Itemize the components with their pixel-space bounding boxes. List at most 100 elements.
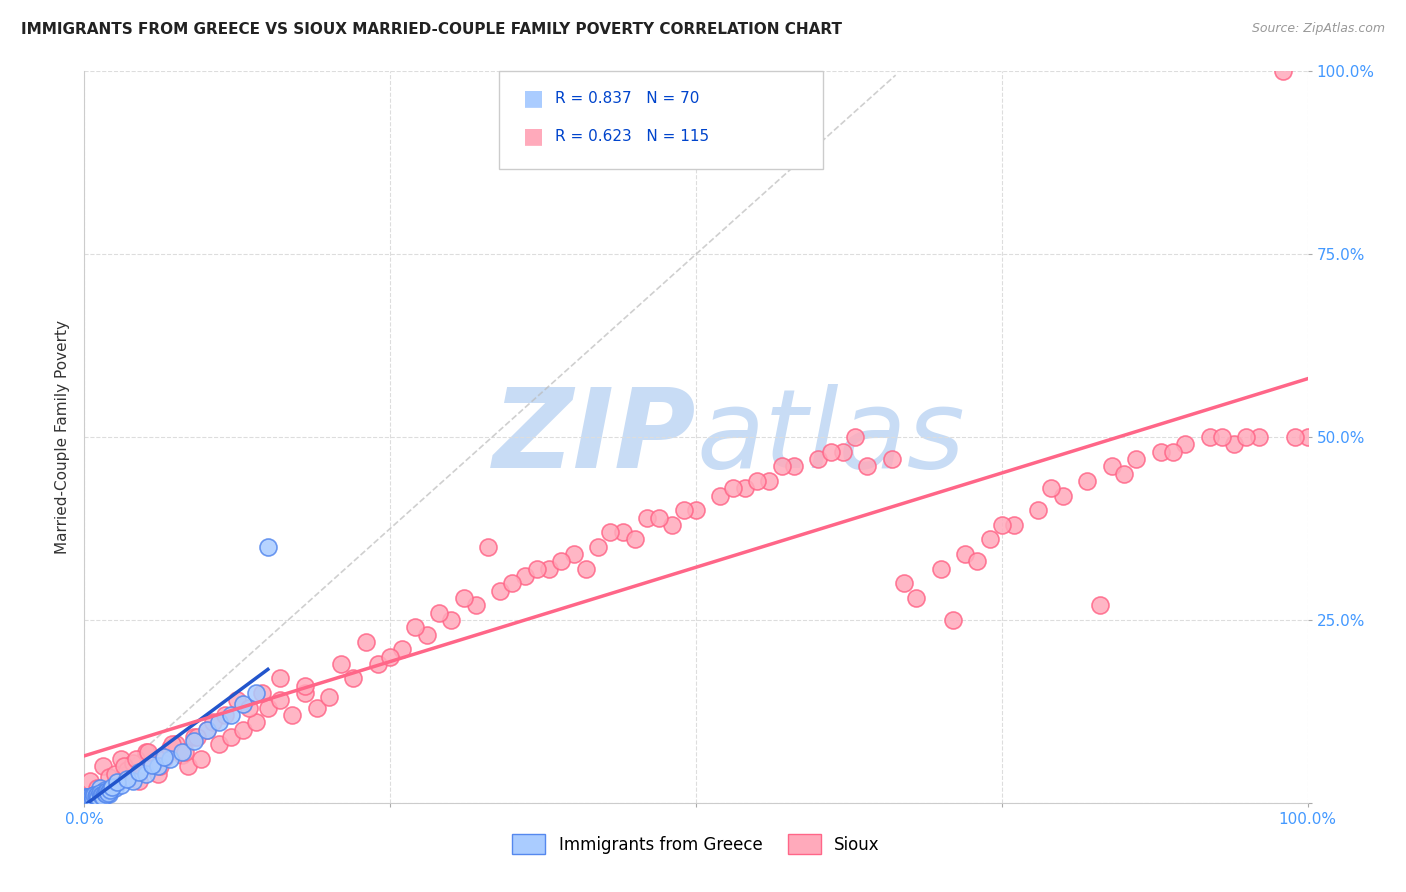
Point — [245, 715, 267, 730]
Point — [76, 792, 98, 806]
Point — [391, 642, 413, 657]
Point — [153, 752, 176, 766]
Point — [427, 606, 450, 620]
Point — [1211, 430, 1233, 444]
Point — [80, 789, 103, 804]
Point — [953, 547, 976, 561]
Point — [966, 554, 988, 568]
Point — [612, 525, 634, 540]
Point — [75, 794, 97, 808]
Point — [208, 715, 231, 730]
Point — [979, 533, 1001, 547]
Point — [624, 533, 647, 547]
Point — [183, 733, 205, 747]
Point — [269, 693, 291, 707]
Point — [195, 723, 218, 737]
Point — [87, 789, 110, 804]
Point — [232, 697, 254, 711]
Point — [513, 569, 536, 583]
Point — [75, 792, 97, 806]
Point — [75, 792, 97, 806]
Point — [942, 613, 965, 627]
Point — [135, 766, 157, 780]
Y-axis label: Married-Couple Family Poverty: Married-Couple Family Poverty — [55, 320, 70, 554]
Point — [82, 791, 104, 805]
Point — [75, 790, 97, 805]
Point — [747, 474, 769, 488]
Point — [880, 452, 903, 467]
Point — [80, 791, 103, 805]
Point — [1223, 437, 1246, 451]
Point — [758, 474, 780, 488]
Point — [101, 780, 124, 794]
Point — [636, 510, 658, 524]
Point — [94, 782, 117, 797]
Point — [208, 737, 231, 751]
Point — [87, 789, 110, 803]
Point — [440, 613, 463, 627]
Point — [1125, 452, 1147, 467]
Point — [86, 789, 108, 803]
Point — [76, 791, 98, 805]
Point — [1076, 474, 1098, 488]
Point — [330, 657, 353, 671]
Point — [416, 627, 439, 641]
Point — [122, 773, 145, 788]
Point — [77, 791, 100, 805]
Point — [1028, 503, 1050, 517]
Point — [1002, 517, 1025, 532]
Point — [91, 785, 114, 799]
Text: R = 0.837   N = 70: R = 0.837 N = 70 — [555, 91, 700, 105]
Point — [76, 790, 98, 805]
Point — [83, 788, 105, 802]
Point — [526, 562, 548, 576]
Point — [1198, 430, 1220, 444]
Point — [1052, 489, 1074, 503]
Point — [75, 791, 97, 805]
Point — [219, 730, 242, 744]
Point — [318, 690, 340, 704]
Point — [380, 649, 402, 664]
Text: ■: ■ — [523, 127, 544, 146]
Point — [75, 793, 97, 807]
Point — [115, 772, 138, 787]
Point — [226, 693, 249, 707]
Point — [89, 786, 111, 800]
Point — [112, 759, 135, 773]
Point — [86, 791, 108, 805]
Point — [83, 789, 105, 803]
Point — [110, 752, 132, 766]
Point — [238, 700, 260, 714]
Point — [599, 525, 621, 540]
Point — [538, 562, 561, 576]
Point — [305, 700, 328, 714]
Point — [162, 737, 184, 751]
Point — [195, 723, 218, 737]
Point — [91, 789, 114, 804]
Point — [75, 789, 97, 804]
Point — [807, 452, 830, 467]
Point — [104, 766, 127, 780]
Point — [75, 793, 97, 807]
Point — [294, 686, 316, 700]
Text: R = 0.623   N = 115: R = 0.623 N = 115 — [555, 129, 710, 144]
Point — [219, 708, 242, 723]
Point — [183, 730, 205, 744]
Point — [76, 789, 98, 804]
Point — [87, 787, 110, 801]
Point — [905, 591, 928, 605]
Point — [1284, 430, 1306, 444]
Point — [464, 599, 486, 613]
Point — [122, 756, 145, 770]
Point — [661, 517, 683, 532]
Point — [149, 759, 172, 773]
Point — [1161, 444, 1184, 458]
Point — [105, 775, 128, 789]
Point — [820, 444, 842, 458]
Text: Source: ZipAtlas.com: Source: ZipAtlas.com — [1251, 22, 1385, 36]
Point — [86, 781, 108, 796]
Point — [856, 459, 879, 474]
Text: atlas: atlas — [696, 384, 965, 491]
Point — [294, 679, 316, 693]
Point — [721, 481, 744, 495]
